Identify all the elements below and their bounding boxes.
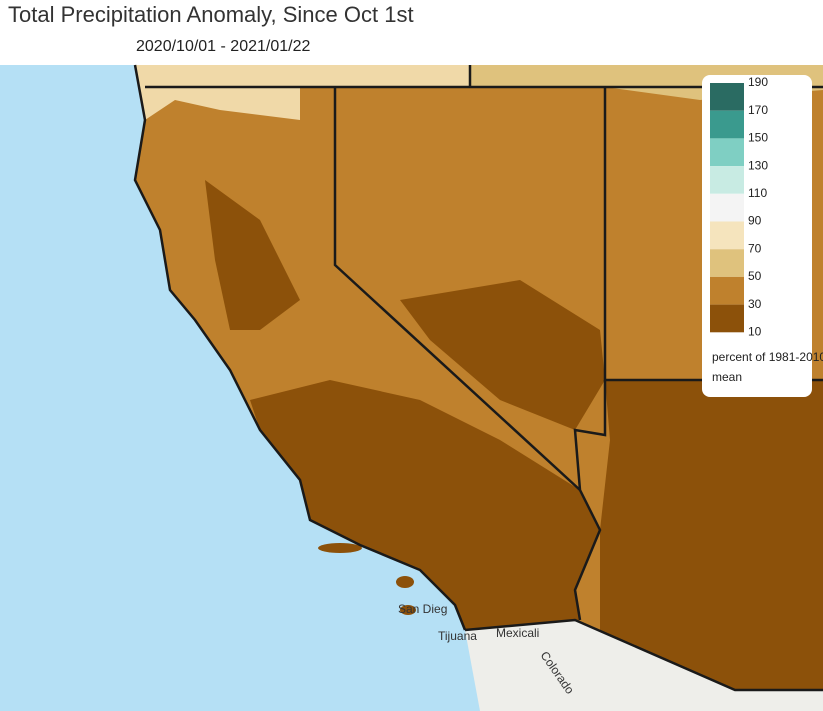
legend: 190 170 150 130 110 90 70 50 30 10 xyxy=(710,75,768,338)
legend-label: 150 xyxy=(748,131,768,145)
legend-swatch xyxy=(710,166,744,194)
legend-label: 190 xyxy=(748,75,768,89)
title: Total Precipitation Anomaly, Since Oct 1… xyxy=(8,2,414,27)
islands xyxy=(318,543,416,615)
legend-swatch xyxy=(710,304,744,333)
legend-swatch xyxy=(710,276,744,305)
mexico-land xyxy=(465,620,823,711)
very-dry-nv xyxy=(400,280,605,430)
very-dry-az xyxy=(600,380,823,690)
legend-swatch xyxy=(710,249,744,277)
very-dry-ca xyxy=(205,180,300,330)
very-dry-south xyxy=(250,380,600,630)
legend-label: 130 xyxy=(748,158,768,172)
map-label: San Dieg xyxy=(398,602,447,616)
legend-label: 50 xyxy=(748,269,762,283)
legend-swatch xyxy=(710,193,744,222)
legend-swatch xyxy=(710,110,744,139)
dry-top xyxy=(135,65,470,120)
legend-note: percent of 1981-2010 mean xyxy=(712,350,823,384)
legend-label: 10 xyxy=(748,324,762,338)
legend-label: 90 xyxy=(748,214,762,228)
legend-label: 70 xyxy=(748,241,762,255)
map-label: Mexicali xyxy=(496,626,539,640)
legend-label: 110 xyxy=(748,186,767,200)
legend-swatch xyxy=(710,221,744,250)
legend-swatch xyxy=(710,138,744,167)
legend-swatch xyxy=(710,83,744,111)
subtitle: 2020/10/01 - 2021/01/22 xyxy=(136,38,311,55)
legend-label: 170 xyxy=(748,103,768,117)
map-label: Tijuana xyxy=(438,629,477,643)
legend-label: 30 xyxy=(748,297,762,311)
